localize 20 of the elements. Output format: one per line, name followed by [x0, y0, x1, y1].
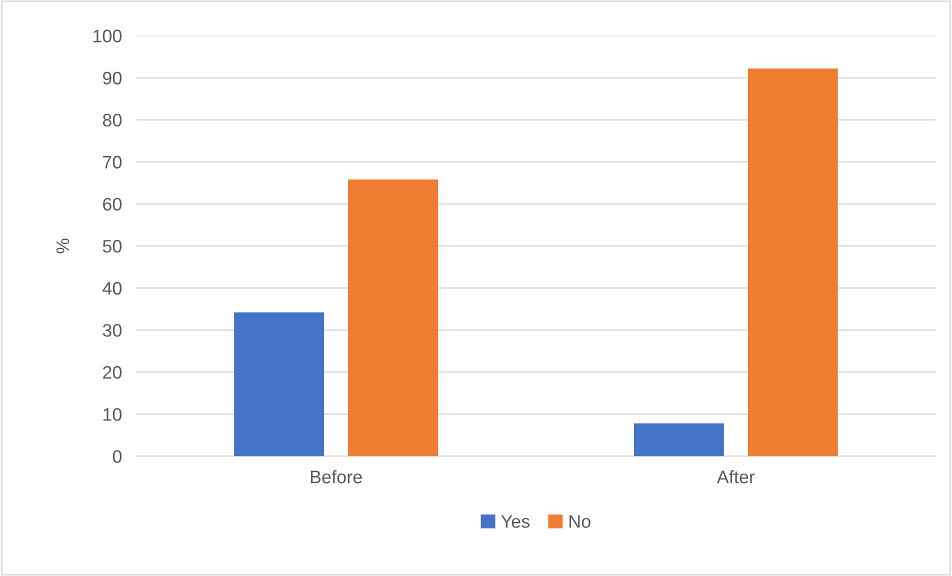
- y-tick-label: 0: [112, 450, 122, 463]
- legend-label: No: [570, 515, 590, 528]
- legend-label: Yes: [501, 515, 530, 528]
- bar: [634, 423, 724, 456]
- y-tick-label: 60: [103, 198, 122, 211]
- bar: [348, 180, 438, 456]
- y-tick-label: 80: [102, 114, 122, 127]
- y-tick-label: 50: [102, 240, 122, 253]
- bar: [748, 68, 838, 456]
- y-tick-label: 10: [104, 408, 122, 421]
- bar: [234, 312, 324, 456]
- y-tick-label: 90: [103, 72, 122, 84]
- y-tick-label: 70: [103, 156, 122, 169]
- y-tick-label: 20: [103, 366, 122, 379]
- y-tick-label: 100: [94, 30, 122, 42]
- y-tick-label: 30: [102, 324, 122, 337]
- y-axis-title: %: [56, 238, 70, 254]
- x-tick-label: After: [716, 470, 755, 484]
- y-tick-label: 40: [102, 282, 122, 295]
- x-tick-label: Before: [310, 470, 362, 484]
